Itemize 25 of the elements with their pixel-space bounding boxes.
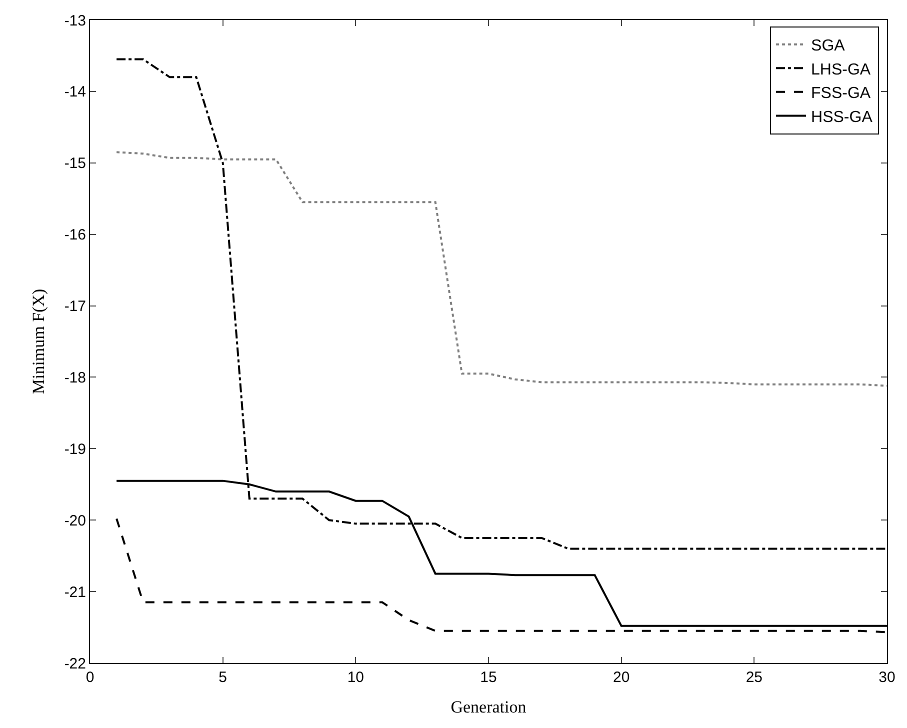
y-tick-label: -13 bbox=[64, 12, 86, 30]
legend-label: LHS-GA bbox=[811, 61, 871, 78]
legend-label: HSS-GA bbox=[811, 108, 873, 126]
x-tick-label: 5 bbox=[218, 669, 227, 686]
y-tick-label: -15 bbox=[64, 155, 86, 172]
x-tick-label: 20 bbox=[612, 669, 630, 686]
y-tick-label: -14 bbox=[64, 84, 86, 101]
line-series bbox=[116, 151, 887, 387]
legend-label: FSS-GA bbox=[811, 85, 871, 102]
y-tick-label: -18 bbox=[64, 369, 86, 386]
x-tick-label: 10 bbox=[347, 669, 364, 686]
y-tick-label: -22 bbox=[64, 655, 86, 672]
x-tick-label: 30 bbox=[878, 669, 896, 686]
x-tick-label: 15 bbox=[480, 669, 497, 686]
line-series bbox=[116, 518, 887, 634]
y-tick-label: -17 bbox=[64, 298, 86, 316]
y-tick-label: -19 bbox=[64, 440, 86, 458]
x-tick-label: 25 bbox=[746, 669, 763, 686]
y-axis-title: Minimum F(X) bbox=[28, 288, 48, 394]
y-tick-label: -16 bbox=[64, 226, 86, 244]
y-tick-label: -21 bbox=[64, 584, 86, 601]
legend-label: SGA bbox=[811, 38, 846, 55]
x-tick-label: 0 bbox=[86, 669, 94, 686]
x-axis-title: Generation bbox=[450, 697, 527, 716]
y-tick-label: -20 bbox=[64, 512, 86, 530]
